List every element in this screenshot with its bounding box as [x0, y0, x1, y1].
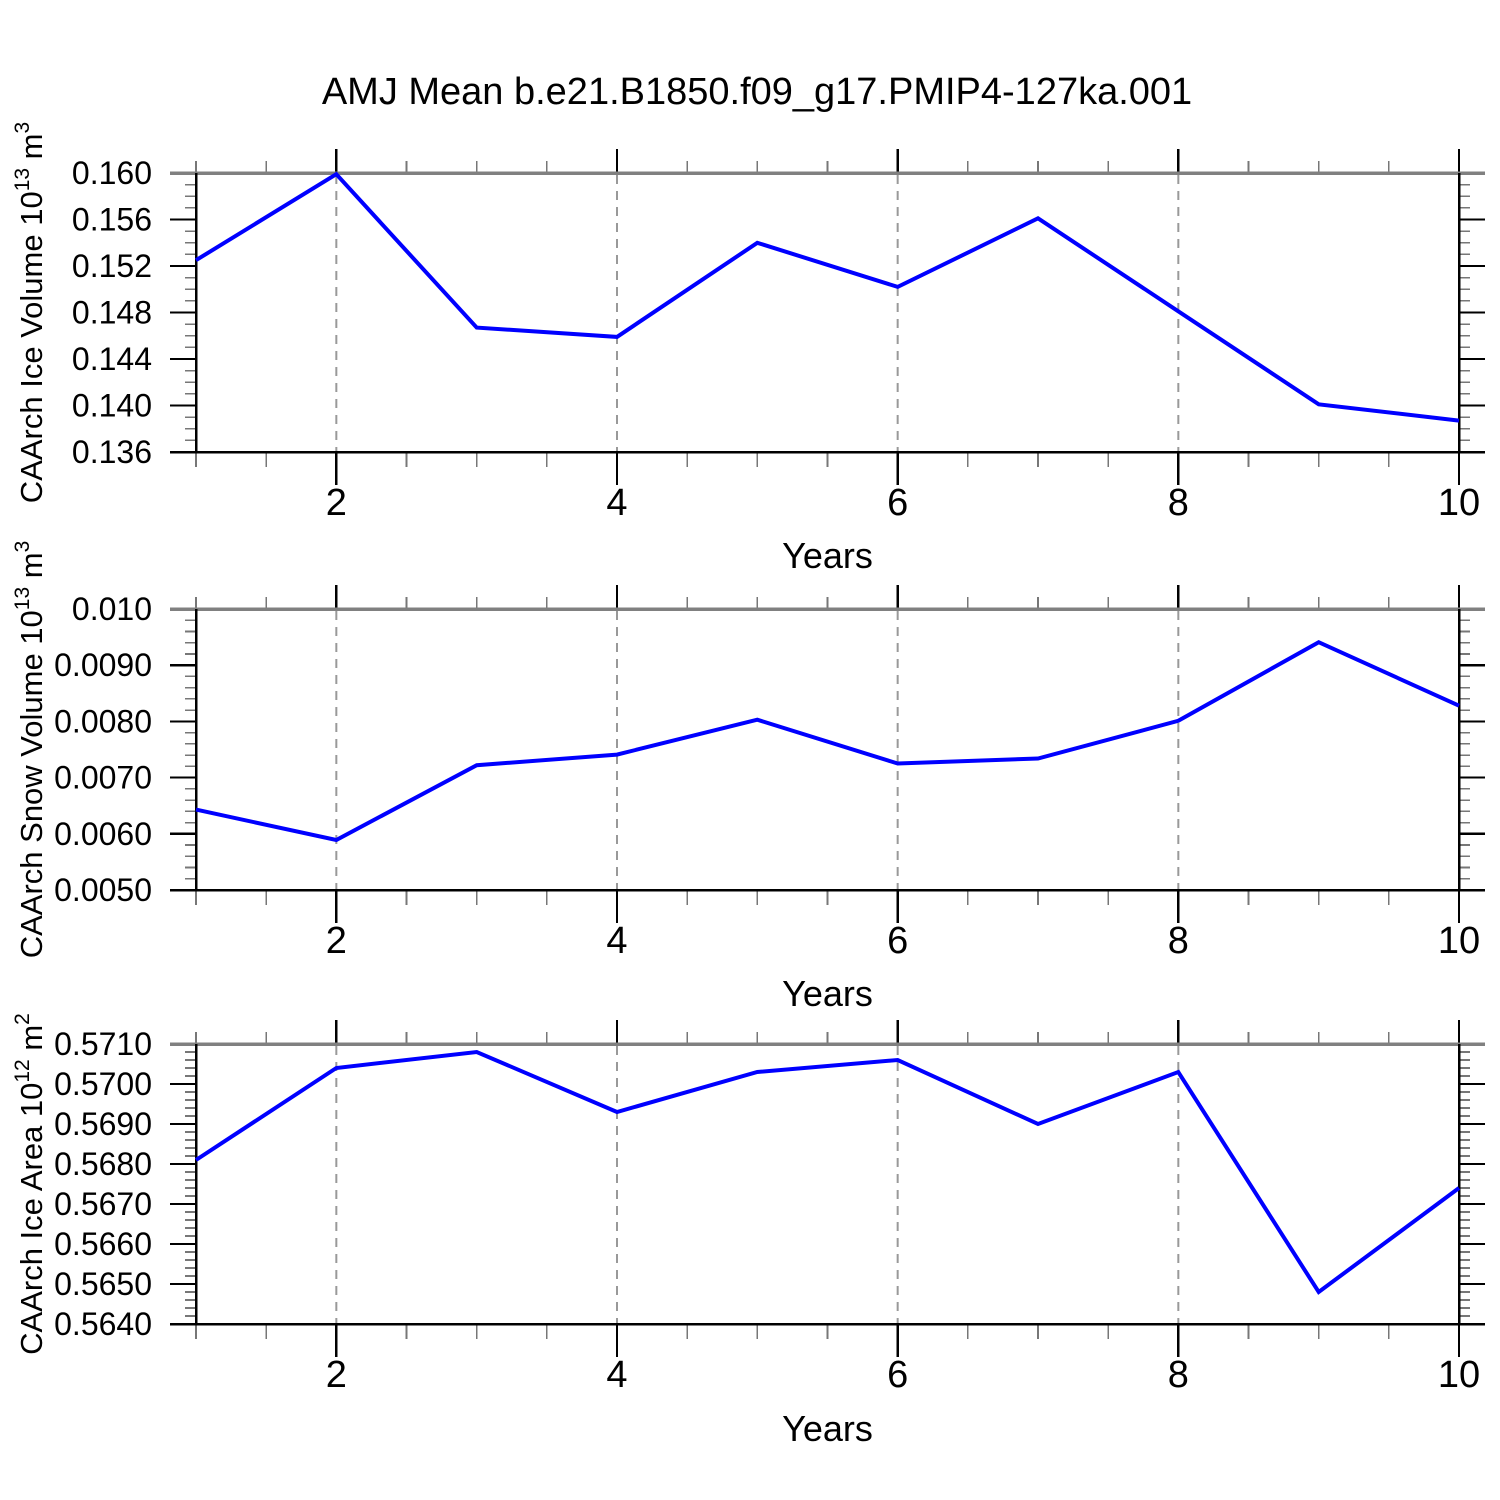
x-tick-label: 8: [1168, 1354, 1189, 1396]
y-tick-label: 0.5670: [54, 1186, 152, 1222]
y-tick-label: 0.148: [72, 295, 152, 331]
y-tick-label: 0.010: [72, 591, 152, 627]
x-tick-label: 6: [887, 482, 908, 524]
y-tick-label: 0.156: [72, 202, 152, 238]
y-tick-label: 0.5700: [54, 1066, 152, 1102]
x-tick-label: 6: [887, 1354, 908, 1396]
x-tick-label: 2: [326, 1354, 347, 1396]
y-axis-title: CAArch Ice Area 1012 m2: [11, 1013, 49, 1355]
x-tick-label: 10: [1438, 482, 1480, 524]
x-tick-label: 10: [1438, 1354, 1480, 1396]
y-tick-label: 0.0050: [54, 872, 152, 908]
y-tick-label: 0.5680: [54, 1146, 152, 1182]
data-line-ice-area: [194, 1049, 1461, 1295]
y-tick-label: 0.140: [72, 388, 152, 424]
data-line-ice-volume: [194, 171, 1460, 423]
x-tick-label: 2: [326, 482, 347, 524]
y-tick-label: 0.0090: [54, 647, 152, 683]
x-tick-label: 6: [887, 920, 908, 962]
y-tick-label: 0.5690: [54, 1106, 152, 1142]
y-tick-label: 0.5640: [54, 1306, 152, 1342]
panel-ice-area: 0.5710 0.5700 0.5690 0.5680 0.5670 0.5660 0.56…: [11, 1013, 1485, 1449]
x-tick-label: 10: [1438, 920, 1480, 962]
y-tick-label: 0.5710: [54, 1026, 152, 1062]
y-axis-title: CAArch Snow Volume 1013 m3: [11, 541, 49, 959]
y-tick-label: 0.0070: [54, 760, 152, 796]
y-tick-label: 0.144: [72, 341, 152, 377]
x-axis-title: Years: [782, 973, 873, 1014]
y-tick-label: 0.0060: [54, 816, 152, 852]
y-tick-label: 0.152: [72, 248, 152, 284]
y-tick-label: 0.5660: [54, 1226, 152, 1262]
x-tick-label: 4: [606, 1354, 627, 1396]
x-tick-label: 4: [606, 920, 627, 962]
y-tick-label: 0.0080: [54, 703, 152, 739]
panel-snow-volume: 0.010 0.0090 0.0080 0.0070 0.0060 0.0050 2 4 6 8 1…: [11, 541, 1485, 1014]
x-tick-label: 2: [326, 920, 347, 962]
x-tick-label: 8: [1168, 482, 1189, 524]
data-line-snow-volume: [195, 639, 1460, 843]
y-tick-label: 0.160: [72, 155, 152, 191]
y-axis-title: CAArch Ice Volume 1013 m3: [11, 122, 49, 503]
x-axis-title: Years: [782, 535, 873, 576]
y-tick-label: 0.136: [72, 434, 152, 470]
x-axis-title: Years: [782, 1408, 873, 1449]
panel-ice-volume: 0.160 0.156 0.152 0.148 0.144 0.140 0.136 2 4 6 8 1…: [11, 122, 1485, 576]
x-tick-label: 8: [1168, 920, 1189, 962]
panels: 0.160 0.156 0.152 0.148 0.144 0.140 0.136 2 4 6 8 1…: [11, 122, 1485, 1449]
y-tick-label: 0.5650: [54, 1266, 152, 1302]
chart-title: AMJ Mean b.e21.B1850.f09_g17.PMIP4-127ka…: [322, 71, 1192, 113]
x-tick-label: 4: [606, 482, 627, 524]
